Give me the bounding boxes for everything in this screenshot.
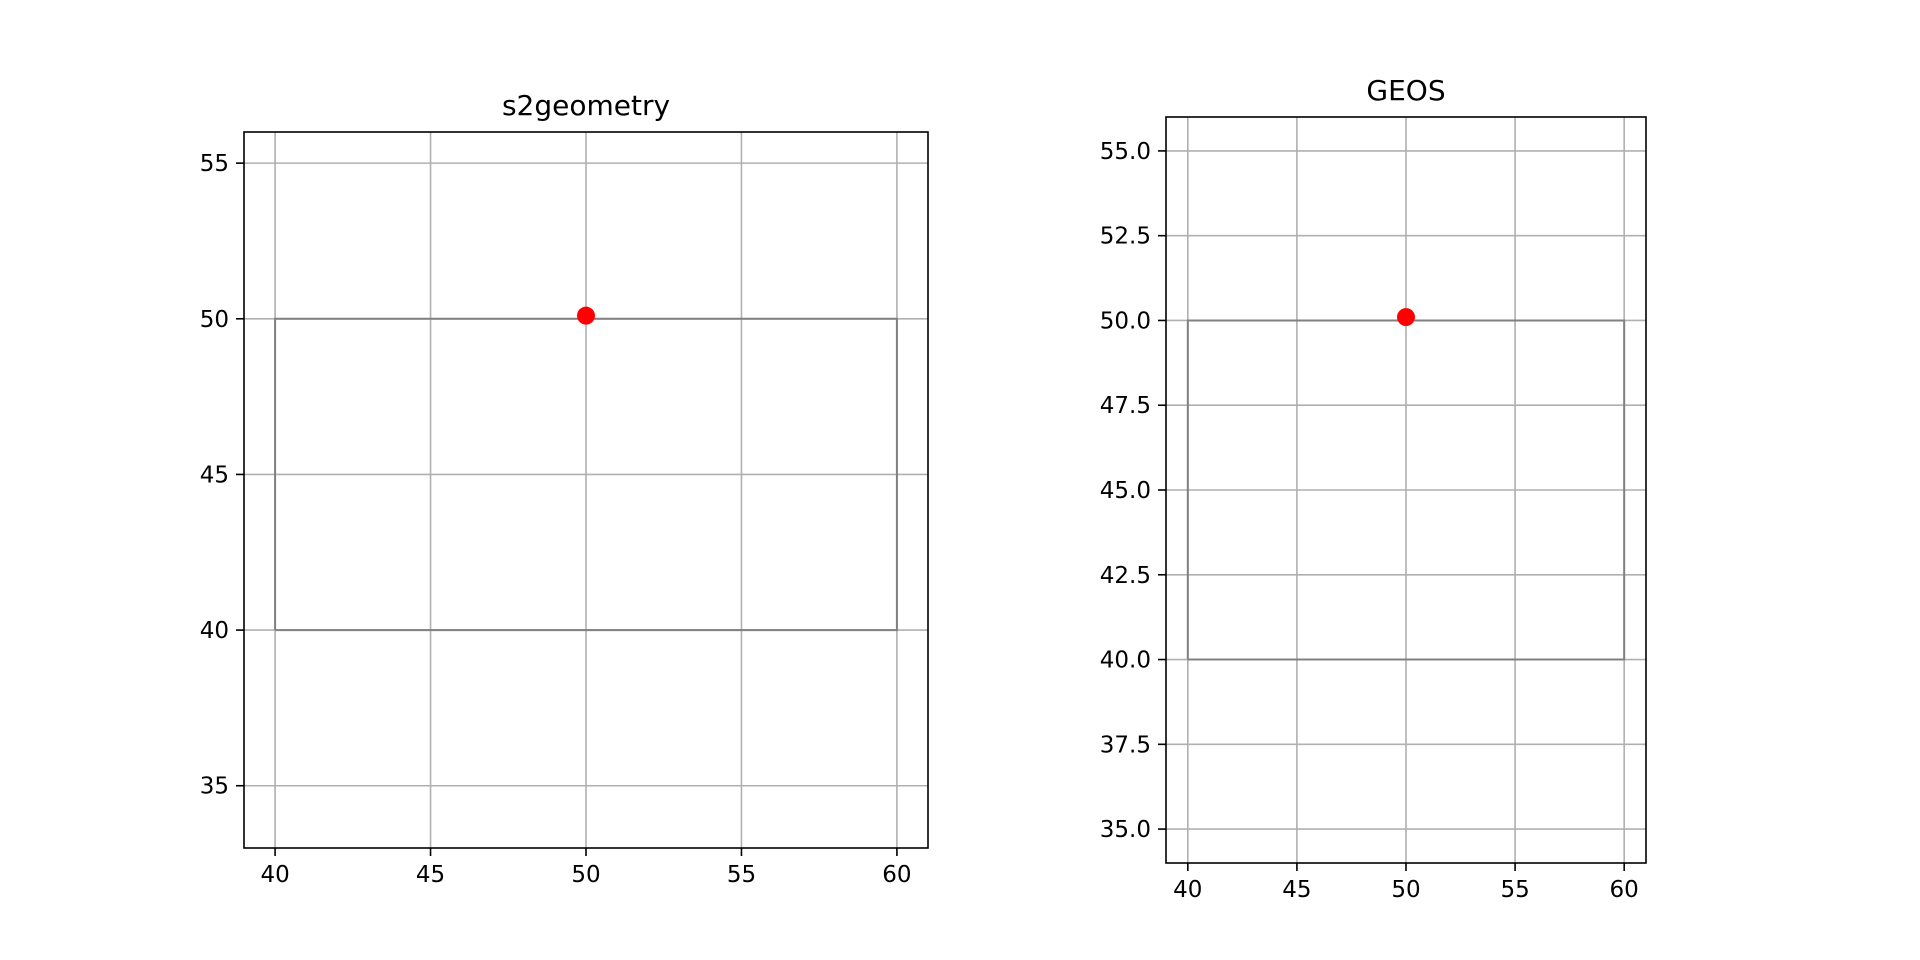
x-tick-label: 50 <box>1391 877 1420 903</box>
data-point <box>577 306 595 325</box>
x-tick-label: 55 <box>1500 877 1529 903</box>
chart-panel-2: 40 45 50 55 60 35.0 37.5 40.0 42.5 45.0 47.5 50.0 52… <box>1100 74 1647 903</box>
data-point <box>1397 308 1415 327</box>
x-tick-label: 40 <box>1173 877 1202 903</box>
x-tick-label: 60 <box>1610 877 1639 903</box>
y-tick-label: 35 <box>200 774 229 800</box>
y-tick-label: 55 <box>200 151 229 177</box>
polygon-outline <box>1186 319 1626 661</box>
y-tick-label: 40.0 <box>1100 648 1151 674</box>
y-tick-label: 47.5 <box>1100 393 1151 419</box>
x-tick-label: 45 <box>416 862 445 888</box>
y-tick-label: 45.0 <box>1100 478 1151 504</box>
y-tick-label: 40 <box>200 618 229 644</box>
x-tick-label: 55 <box>727 862 756 888</box>
y-tick-label: 42.5 <box>1100 563 1151 589</box>
y-tick-label: 50 <box>200 307 229 333</box>
chart-panel-1: 40 45 50 55 60 35 40 45 50 55 s2geometry <box>200 89 929 888</box>
y-tick-label: 45 <box>200 462 229 488</box>
y-tick-label: 37.5 <box>1100 732 1151 758</box>
y-tick-label: 52.5 <box>1100 224 1151 250</box>
chart-title: s2geometry <box>502 89 670 122</box>
y-tick-label: 35.0 <box>1100 817 1151 843</box>
polygon-outline <box>274 317 898 632</box>
chart-title: GEOS <box>1366 74 1445 107</box>
x-tick-label: 60 <box>882 862 911 888</box>
x-tick-label: 40 <box>260 862 289 888</box>
y-tick-label: 55.0 <box>1100 139 1151 165</box>
y-tick-label: 50.0 <box>1100 308 1151 334</box>
x-tick-label: 50 <box>571 862 600 888</box>
x-tick-label: 45 <box>1282 877 1311 903</box>
